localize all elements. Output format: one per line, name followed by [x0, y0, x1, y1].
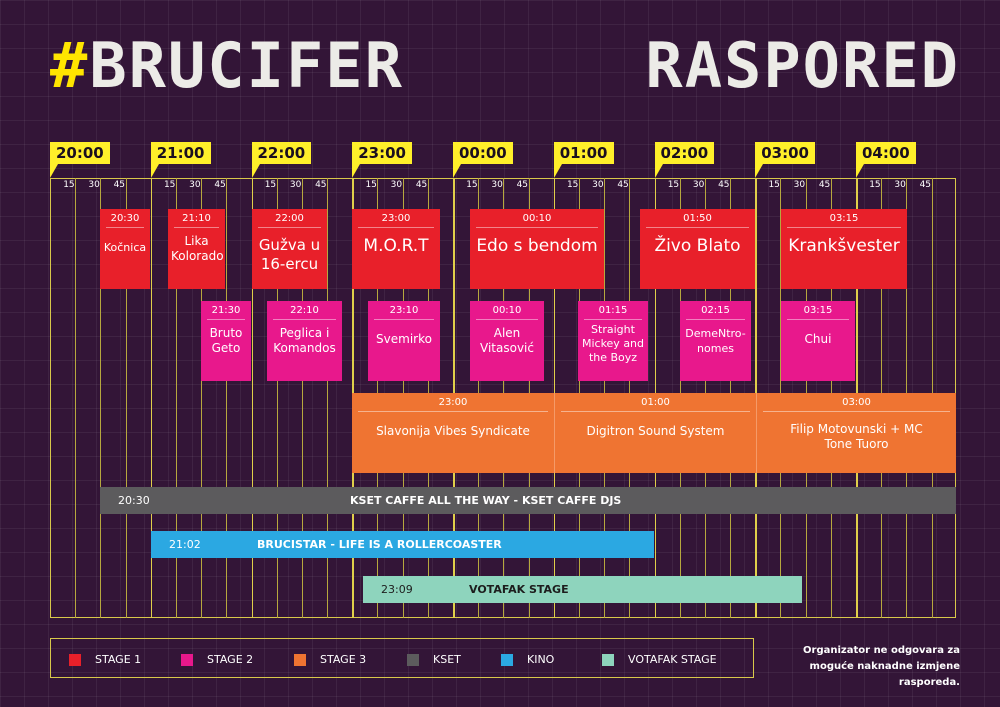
- legend-item-kino: KINO: [501, 654, 554, 666]
- minute-label: 30: [88, 180, 100, 190]
- minute-label: 30: [692, 180, 705, 190]
- votafak-bar[interactable]: 23:09 VOTAFAK STAGE: [363, 576, 802, 603]
- hour-label: 03:00: [755, 142, 815, 178]
- quarter-gridline: [125, 178, 127, 618]
- stage3-swatch: [294, 654, 306, 666]
- stage1-event[interactable]: 03:15 Krankšvester: [781, 209, 907, 289]
- hour-gridline: [251, 178, 253, 618]
- hour-label: 01:00: [553, 142, 614, 178]
- minute-label: 30: [592, 180, 604, 190]
- hour-label: 20:00: [50, 142, 110, 178]
- minute-label: 30: [793, 180, 806, 190]
- disclaimer-note: Organizator ne odgovara za moguće naknad…: [803, 645, 960, 688]
- quarter-gridline: [226, 178, 228, 618]
- legend-item-stage1: STAGE 1: [69, 654, 141, 666]
- minute-label: 15: [768, 180, 780, 190]
- legend-item-votafak: VOTAFAK STAGE: [602, 654, 717, 666]
- hour-gridline: [150, 178, 153, 618]
- stage1-swatch: [69, 654, 81, 666]
- hour-label: 04:00: [856, 142, 916, 178]
- minute-label: 15: [869, 180, 881, 190]
- stage1-event[interactable]: 22:00 Gužva u 16-ercu: [252, 209, 327, 289]
- hour-label: 22:00: [251, 142, 312, 178]
- minute-label: 30: [289, 180, 302, 190]
- stage1-event[interactable]: 20:30 Kočnica: [100, 209, 150, 289]
- minute-label: 45: [415, 180, 428, 190]
- quarter-gridline: [175, 178, 177, 618]
- hour-label: 00:00: [453, 142, 513, 178]
- stage2-event[interactable]: 22:10 Peglica i Komandos: [267, 301, 342, 381]
- minute-label: 15: [566, 180, 579, 190]
- kino-bar[interactable]: 21:02 BRUCISTAR - LIFE IS A ROLLERCOASTE…: [151, 531, 654, 558]
- stage2-swatch: [181, 654, 193, 666]
- stage1-event[interactable]: 21:10 Lika Kolorado: [168, 209, 225, 289]
- minute-label: 45: [718, 180, 730, 190]
- minute-label: 30: [189, 180, 201, 190]
- stage2-event[interactable]: 21:30 Bruto Geto: [201, 301, 251, 381]
- hour-label: 23:00: [352, 142, 412, 178]
- quarter-gridline: [201, 178, 203, 618]
- kset-bar[interactable]: 20:30 KSET CAFFE ALL THE WAY - KSET CAFF…: [100, 487, 956, 514]
- event-title: #BRUCIFER: [50, 29, 404, 102]
- minute-label: 15: [667, 180, 680, 190]
- legend-item-stage2: STAGE 2: [181, 654, 253, 666]
- votafak-swatch: [602, 654, 614, 666]
- legend-item-stage3: STAGE 3: [294, 654, 366, 666]
- stage2-event[interactable]: 00:10 Alen Vitasović: [470, 301, 544, 381]
- stage3-event[interactable]: 23:00 Slavonija Vibes Syndicate: [352, 393, 554, 473]
- minute-label: 45: [516, 180, 529, 190]
- kset-swatch: [407, 654, 419, 666]
- stage3-event[interactable]: 03:00 Filip Motovunski + MC Tone Tuoro: [756, 393, 956, 473]
- minute-label: 30: [894, 180, 906, 190]
- stage2-event[interactable]: 03:15 Chui: [781, 301, 855, 381]
- quarter-gridline: [301, 178, 303, 618]
- minute-label: 45: [113, 180, 126, 190]
- minute-label: 45: [214, 180, 226, 190]
- hour-label: 02:00: [654, 142, 715, 178]
- schedule-title: RASPORED: [645, 29, 960, 102]
- stage2-event[interactable]: 01:15 Straight Mickey and the Boyz: [578, 301, 648, 381]
- legend-item-kset: KSET: [407, 654, 461, 666]
- legend: STAGE 1 STAGE 2 STAGE 3 KSET KINO VOTAFA…: [50, 638, 754, 678]
- quarter-gridline: [75, 178, 77, 618]
- minute-label: 15: [264, 180, 277, 190]
- minute-label: 30: [491, 180, 503, 190]
- minute-label: 15: [466, 180, 478, 190]
- minute-label: 45: [617, 180, 629, 190]
- minute-label: 45: [919, 180, 932, 190]
- minute-label: 15: [163, 180, 176, 190]
- minute-label: 30: [390, 180, 403, 190]
- stage2-event[interactable]: 02:15 DemeNtro-nomes: [680, 301, 751, 381]
- minute-label: 15: [63, 180, 75, 190]
- hour-label: 21:00: [150, 142, 211, 178]
- minute-label: 45: [315, 180, 327, 190]
- stage1-event[interactable]: 23:00 M.O.R.T: [352, 209, 440, 289]
- stage1-event[interactable]: 00:10 Edo s bendom: [470, 209, 604, 289]
- minute-label: 45: [818, 180, 831, 190]
- stage3-event[interactable]: 01:00 Digitron Sound System: [554, 393, 756, 473]
- quarter-gridline: [276, 178, 278, 618]
- quarter-gridline: [100, 178, 102, 618]
- kino-swatch: [501, 654, 513, 666]
- stage2-event[interactable]: 23:10 Svemirko: [368, 301, 440, 381]
- stage1-event[interactable]: 01:50 Živo Blato: [640, 209, 755, 289]
- minute-label: 15: [365, 180, 377, 190]
- quarter-gridline: [327, 178, 329, 618]
